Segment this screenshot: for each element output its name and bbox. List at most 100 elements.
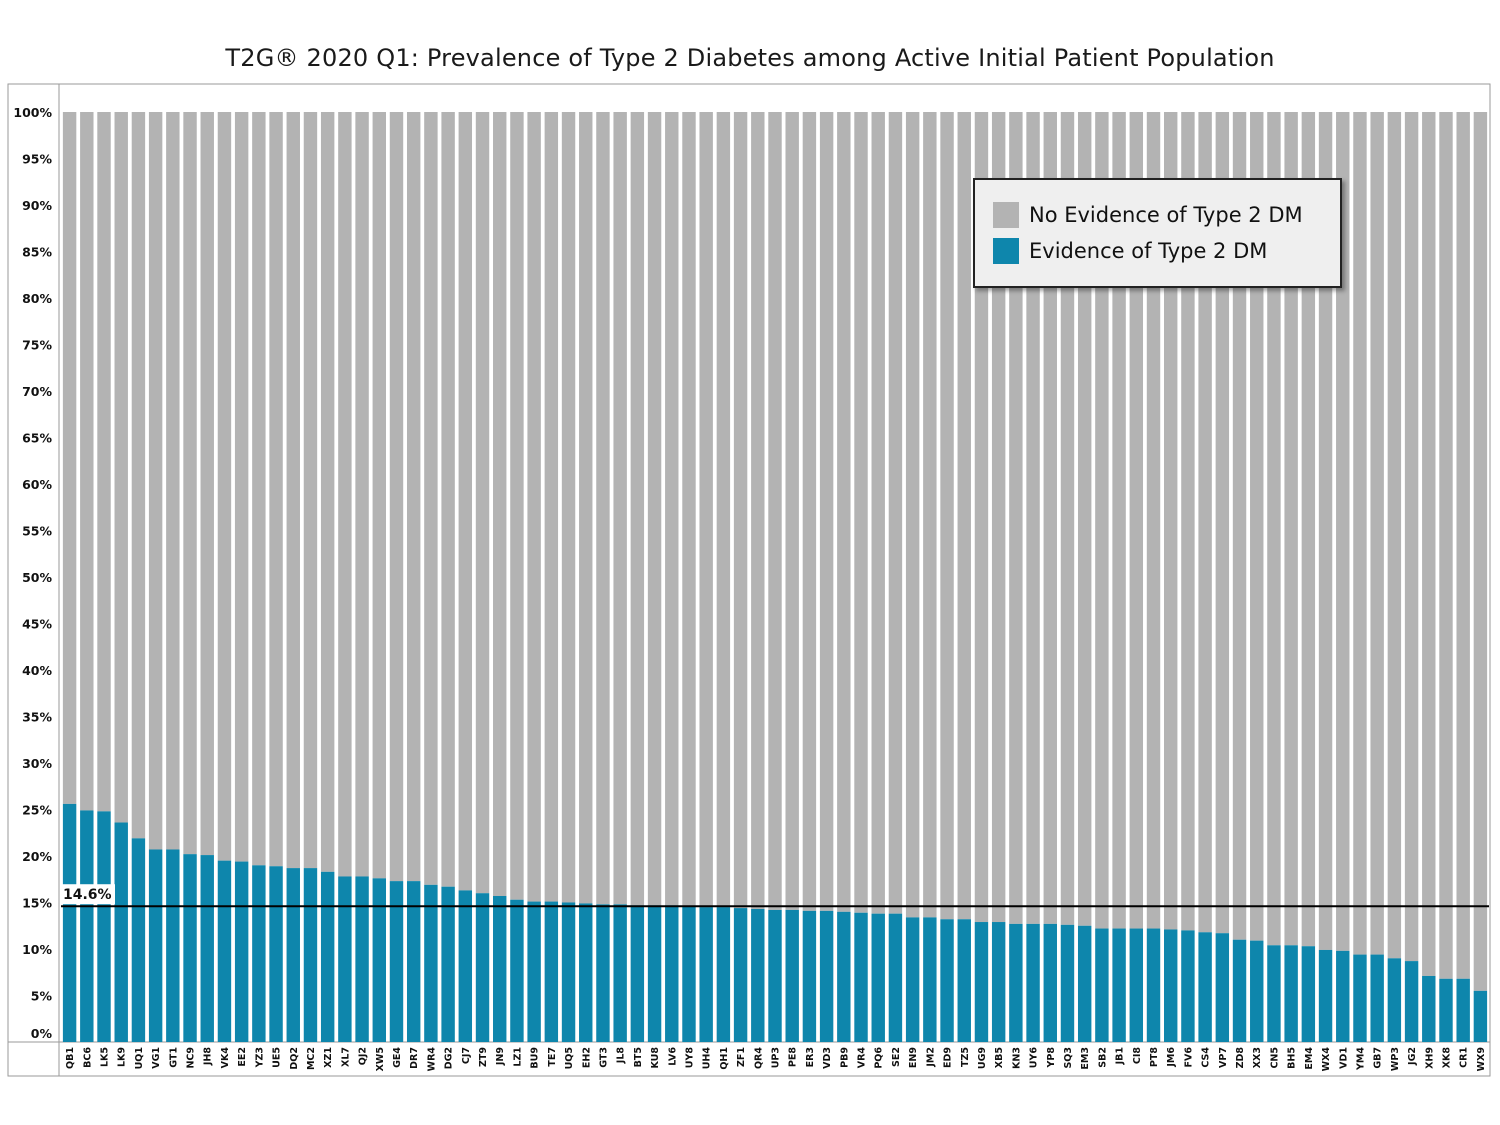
bar-no-evidence	[751, 112, 765, 910]
x-tick-label: BU9	[530, 1047, 541, 1069]
x-tick-label: LK9	[117, 1047, 128, 1067]
bar-evidence	[1077, 925, 1092, 1042]
x-tick-label: JB1	[1115, 1047, 1126, 1065]
x-tick-label: NC9	[186, 1047, 197, 1069]
x-tick-label: ED9	[943, 1047, 954, 1068]
bar-evidence	[1129, 928, 1144, 1042]
bar-evidence	[355, 876, 369, 1042]
bar-evidence	[1284, 945, 1298, 1042]
bar-no-evidence	[131, 112, 146, 839]
y-axis-ticks: 0% 5% 10% 15% 20% 25% 30% 35% 40% 45% 50% 55% 60% 65%…	[13, 105, 52, 1041]
x-tick-label: UE5	[272, 1047, 283, 1068]
bar-no-evidence	[785, 112, 799, 910]
bar-evidence	[1112, 928, 1126, 1042]
bar-no-evidence	[80, 112, 94, 811]
bar-no-evidence	[1404, 112, 1419, 962]
x-tick-label: LK5	[100, 1047, 111, 1067]
x-tick-label: XK8	[1441, 1047, 1452, 1069]
bar-evidence	[475, 893, 490, 1042]
bar-no-evidence	[940, 112, 954, 920]
bar-evidence	[596, 904, 610, 1042]
bar-evidence	[544, 901, 559, 1042]
bar-evidence	[1198, 932, 1212, 1042]
x-tick-label: PT8	[1149, 1047, 1160, 1067]
bar-evidence	[252, 865, 266, 1042]
x-tick-label: TE7	[547, 1047, 558, 1067]
bar-no-evidence	[148, 112, 163, 850]
bar-no-evidence	[1215, 112, 1230, 934]
bar-evidence	[183, 854, 197, 1042]
bar-no-evidence	[1026, 112, 1040, 924]
bar-evidence	[905, 917, 920, 1042]
x-tick-label: UY8	[684, 1047, 695, 1069]
bar-no-evidence	[768, 112, 782, 910]
x-tick-label: VD3	[822, 1047, 833, 1069]
bar-evidence	[97, 811, 111, 1042]
bar-evidence	[166, 849, 180, 1042]
x-tick-label: BC6	[82, 1047, 93, 1068]
x-tick-label: EE2	[237, 1047, 248, 1067]
bar-no-evidence	[1232, 112, 1247, 940]
y-tick-label: 35%	[22, 710, 52, 725]
bar-evidence	[1473, 990, 1488, 1042]
bar-evidence	[1146, 928, 1161, 1042]
bar-evidence	[372, 878, 386, 1042]
bar-evidence	[62, 803, 77, 1042]
x-tick-label: BT5	[633, 1047, 644, 1067]
bar-evidence	[665, 905, 679, 1042]
bar-no-evidence	[1060, 112, 1075, 925]
bar-evidence	[991, 922, 1006, 1042]
bar-no-evidence	[561, 112, 576, 903]
bar-no-evidence	[837, 112, 851, 912]
bar-evidence	[131, 838, 146, 1042]
chart-title: T2G® 2020 Q1: Prevalence of Type 2 Diabe…	[225, 44, 1275, 72]
bar-no-evidence	[1009, 112, 1023, 924]
legend: No Evidence of Type 2 DM Evidence of Typ…	[973, 178, 1342, 288]
x-tick-label: DQ2	[289, 1047, 300, 1070]
bar-evidence	[1009, 923, 1023, 1042]
x-tick-label: SB2	[1097, 1047, 1108, 1068]
x-tick-label: LV6	[667, 1047, 678, 1066]
x-tick-label: CS4	[1201, 1047, 1212, 1068]
x-tick-label: VR4	[857, 1047, 868, 1069]
bar-no-evidence	[389, 112, 404, 882]
bar-no-evidence	[1043, 112, 1057, 924]
x-tick-label: EH2	[581, 1047, 592, 1068]
bar-no-evidence	[1439, 112, 1453, 979]
x-tick-label: ZT9	[478, 1047, 489, 1067]
bar-evidence	[940, 919, 954, 1042]
y-tick-label: 40%	[22, 663, 52, 678]
bar-no-evidence	[320, 112, 335, 872]
bar-evidence	[303, 868, 318, 1042]
x-tick-label: EN9	[908, 1047, 919, 1068]
bar-evidence	[819, 910, 834, 1042]
x-tick-label: TZ5	[960, 1047, 971, 1067]
x-tick-label: JG2	[1407, 1047, 1418, 1066]
legend-label-evidence: Evidence of Type 2 DM	[1029, 239, 1268, 263]
bar-no-evidence	[1146, 112, 1161, 929]
x-tick-label: UH4	[702, 1047, 713, 1070]
y-tick-label: 100%	[13, 105, 52, 120]
bar-evidence	[751, 909, 765, 1042]
bar-evidence	[1387, 958, 1402, 1042]
x-tick-label: XH9	[1424, 1047, 1435, 1069]
x-tick-label: EM3	[1080, 1047, 1091, 1070]
x-tick-label: LZ1	[512, 1047, 523, 1067]
bar-evidence	[1456, 978, 1470, 1042]
bar-no-evidence	[183, 112, 197, 855]
bar-evidence	[630, 905, 645, 1042]
y-tick-label: 5%	[31, 989, 53, 1004]
x-tick-label: UY6	[1029, 1047, 1040, 1069]
bar-no-evidence	[1077, 112, 1092, 926]
x-tick-label: DG2	[444, 1047, 455, 1069]
x-tick-label: QJ2	[358, 1047, 369, 1065]
bar-no-evidence	[613, 112, 627, 905]
x-tick-label: UP3	[771, 1047, 782, 1068]
y-tick-label: 65%	[22, 431, 52, 446]
bar-evidence	[923, 917, 937, 1042]
bar-evidence	[854, 912, 868, 1042]
bar-no-evidence	[1129, 112, 1144, 929]
x-tick-label: PQ6	[874, 1047, 885, 1069]
x-tick-label: VD1	[1338, 1047, 1349, 1069]
bar-no-evidence	[957, 112, 971, 920]
